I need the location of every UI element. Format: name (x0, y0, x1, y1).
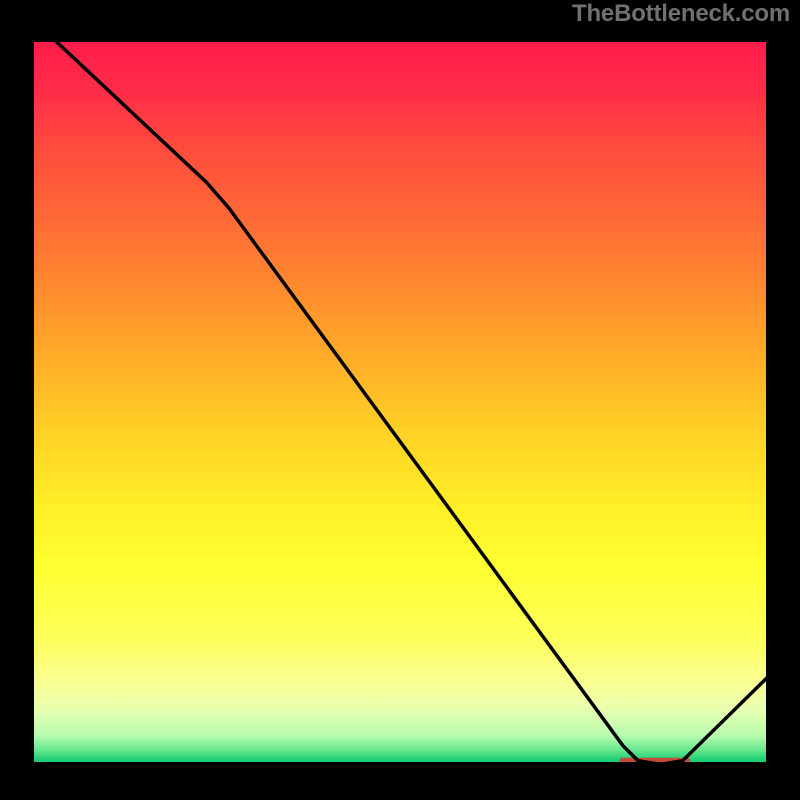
chart-background (28, 36, 772, 768)
watermark-text: TheBottleneck.com (572, 0, 790, 28)
chart-svg (28, 36, 772, 768)
chart-root: { "watermark": { "text": "TheBottleneck.… (0, 0, 800, 800)
plot-area (28, 36, 772, 768)
